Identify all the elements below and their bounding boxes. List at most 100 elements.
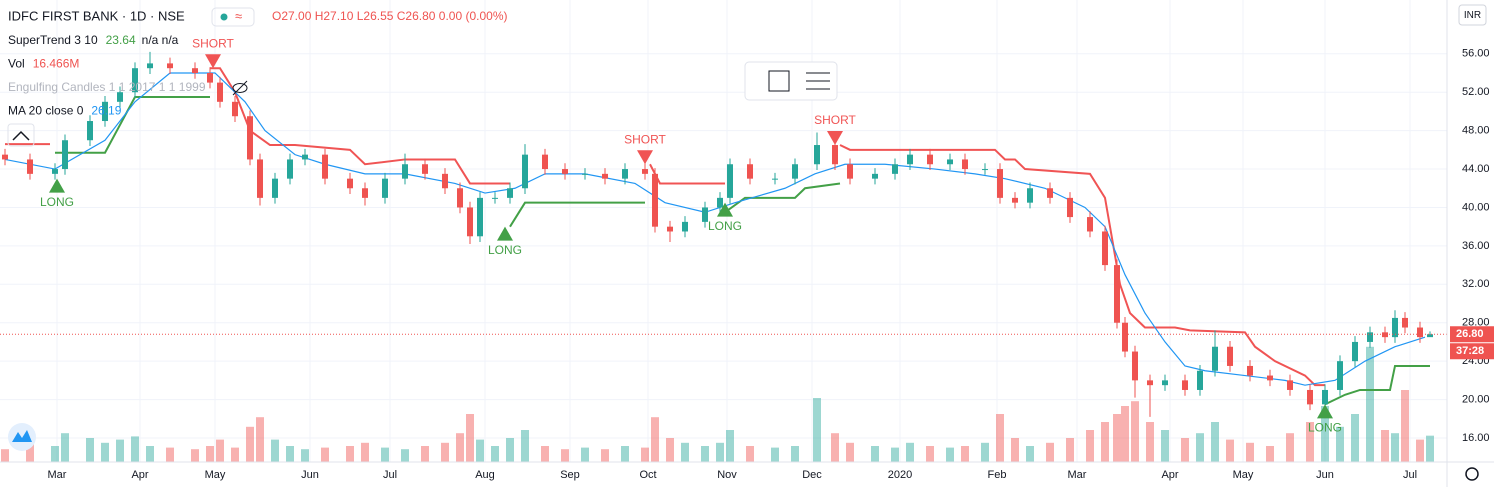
volume-bar	[681, 442, 689, 462]
select-tool[interactable]	[768, 70, 790, 92]
candle-body	[892, 164, 898, 174]
volume-bar	[1, 449, 9, 462]
candle-body	[602, 173, 608, 179]
legend-entry: Engulfing Candles 1 1 2017 1 1 1999	[8, 80, 206, 94]
candle-body	[1427, 334, 1433, 338]
currency: INR	[1464, 10, 1481, 21]
volume-bar	[256, 417, 264, 462]
candle-body	[682, 221, 688, 232]
volume-bar	[1086, 430, 1094, 462]
currency-box[interactable]	[1458, 4, 1487, 26]
candle-body	[927, 154, 933, 165]
candle-body	[52, 169, 58, 174]
y-tick-label: 32.00	[1462, 278, 1490, 290]
volume-bar	[1401, 390, 1409, 462]
candle-body	[457, 188, 463, 208]
y-tick-label: 16.00	[1462, 432, 1490, 444]
volume-bar	[581, 447, 589, 462]
x-tick-label: Oct	[639, 469, 656, 481]
legend-name: SuperTrend 3 10	[8, 33, 98, 47]
volume-bar	[61, 433, 69, 462]
logo[interactable]	[8, 423, 36, 451]
signal-label: SHORT	[624, 132, 666, 146]
volume-bar	[506, 438, 514, 462]
visibility-icon[interactable]	[232, 83, 248, 93]
volume-bar	[1011, 438, 1019, 462]
signal-arrow	[205, 54, 221, 69]
x-tick-label: Apr	[1161, 469, 1178, 481]
candle-body	[442, 173, 448, 189]
candle-body	[1402, 317, 1408, 328]
y-tick-label: 48.00	[1462, 125, 1490, 137]
volume-bar	[1266, 446, 1274, 462]
candle-body	[717, 197, 723, 208]
candle-body	[1367, 332, 1373, 342]
volume-bar	[246, 426, 254, 462]
signal-label: LONG	[1308, 421, 1342, 435]
candle-body	[1047, 188, 1053, 198]
volume-bar	[561, 449, 569, 462]
candle-body	[1162, 380, 1168, 386]
signal-arrow	[637, 150, 653, 165]
candle-body	[192, 68, 198, 73]
candle-body	[1067, 197, 1073, 218]
candle-body	[772, 178, 778, 180]
candle-body	[1027, 188, 1033, 203]
candle-body	[322, 154, 328, 179]
volume-bar	[86, 438, 94, 462]
volume-bar	[726, 430, 734, 462]
logo-mark	[12, 430, 32, 442]
status-icon: ≈	[235, 8, 242, 23]
volume-bar	[813, 398, 821, 462]
signal-label: SHORT	[192, 36, 234, 50]
signal-arrow	[1317, 404, 1333, 419]
candle-body	[642, 169, 648, 174]
volume-bar	[381, 447, 389, 462]
volume-bar	[361, 442, 369, 462]
volume-bar	[926, 446, 934, 462]
signal-label: LONG	[488, 243, 522, 257]
candle-body	[1382, 332, 1388, 338]
candle-body	[132, 68, 138, 93]
candle-body	[1247, 365, 1253, 376]
volume-bar	[1366, 346, 1374, 462]
volume-bar	[346, 446, 354, 462]
candle-body	[522, 154, 528, 189]
candle-body	[727, 164, 733, 198]
volume-bar	[131, 436, 139, 462]
volume-bar	[466, 414, 474, 462]
volume-bar	[871, 446, 879, 462]
volume-bar	[1426, 435, 1434, 462]
volume-bar	[441, 442, 449, 462]
candle-body	[302, 154, 308, 160]
candle-body	[347, 178, 353, 189]
volume-bar	[666, 438, 674, 462]
volume-bar	[791, 446, 799, 462]
volume-bar	[206, 446, 214, 462]
volume-bar	[701, 446, 709, 462]
volume-bar	[1026, 446, 1034, 462]
candle-body	[1132, 351, 1138, 381]
candle-body	[1337, 361, 1343, 390]
signal-arrow	[717, 202, 733, 217]
settings-gear[interactable]	[1465, 467, 1479, 481]
candle-body	[217, 82, 223, 102]
status-box	[211, 7, 255, 27]
volume-bar	[621, 446, 629, 462]
volume-bar	[1101, 422, 1109, 462]
volume-bar	[541, 446, 549, 462]
candle-body	[982, 169, 988, 171]
signal-label: SHORT	[814, 113, 856, 127]
countdown-tag	[1450, 343, 1494, 360]
legend-value: 23.64	[106, 33, 136, 47]
volume-bar	[906, 442, 914, 462]
candle-body	[1417, 327, 1423, 338]
collapse-box[interactable]	[7, 123, 35, 147]
candle-body	[422, 164, 428, 174]
countdown-text: 37:28	[1456, 345, 1484, 357]
x-tick-label: May	[1233, 469, 1254, 481]
volume-bar	[601, 449, 609, 462]
candle-body	[947, 159, 953, 165]
collapse-arrow[interactable]	[12, 130, 30, 141]
volume-bar	[421, 446, 429, 462]
